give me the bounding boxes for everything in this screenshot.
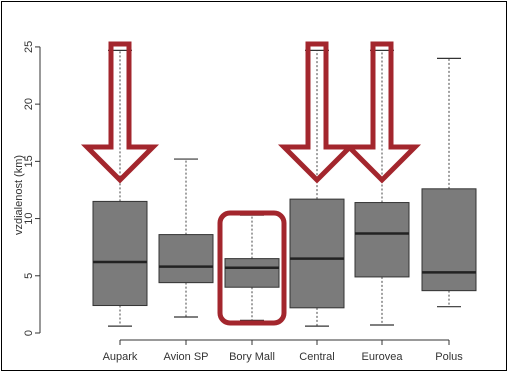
boxes-layer [92,49,477,327]
y-axis-label: vzdialenost (km) [13,155,25,235]
x-tick-label: Polus [435,351,463,363]
box-body [224,258,280,288]
box-eurovea [354,49,410,326]
box-avion-sp [158,158,214,318]
axes: 0 5 10 15 20 25 Aupark Avion SP Bory Mall Central… [23,41,463,363]
box-body [158,234,214,284]
x-tick-label: Central [299,351,334,363]
annotation-down-arrow [277,41,357,184]
box-body [354,202,410,278]
y-tick-label: 5 [23,273,35,279]
box-polus [421,57,477,308]
y-tick-label: 25 [23,41,35,53]
y-tick-label: 20 [23,98,35,110]
annotation-down-arrow [342,41,422,184]
box-bory-mall [224,214,280,322]
box-body [92,200,148,307]
box-central [289,49,345,327]
y-tick-label: 10 [23,212,35,224]
x-tick-label: Avion SP [163,351,208,363]
box-aupark [92,49,148,327]
box-body [421,188,477,292]
y-tick-label: 0 [23,330,35,336]
x-tick-label: Bory Mall [229,351,275,363]
annotations-layer [80,41,422,326]
annotation-down-arrow [80,41,160,184]
x-tick-label: Eurovea [362,351,404,363]
box-body [289,198,345,309]
x-tick-label: Aupark [103,351,138,363]
y-tick-label: 15 [23,155,35,167]
annotation-highlight-box [217,210,287,326]
